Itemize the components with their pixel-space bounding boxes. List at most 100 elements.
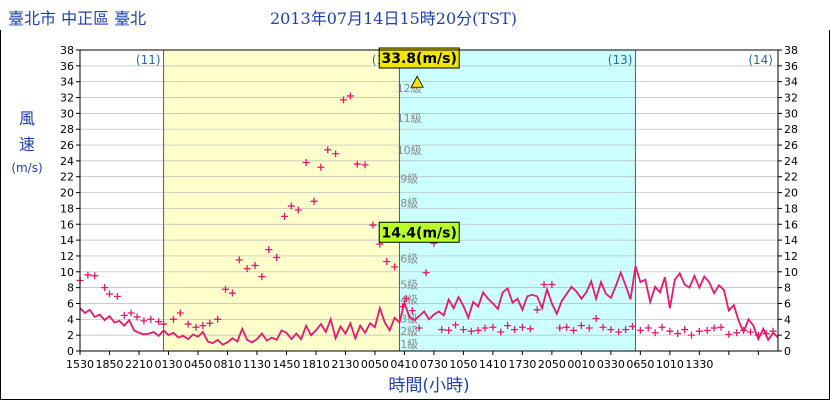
gust-point [243,265,251,273]
x-tick-label: 1730 [508,358,536,371]
gust-point [422,269,430,277]
y-axis-label: 速 [19,135,35,154]
day-zone [163,50,400,351]
y-tick-label-right: 14 [784,234,798,247]
gust-point [160,320,168,328]
beaufort-label: 2級 [400,325,418,338]
gust-point [120,311,128,319]
gust-point [526,325,534,333]
y-axis-label: 風 [19,109,35,128]
gust-point [452,321,460,329]
gust-point [369,221,377,229]
gust-point [540,280,548,288]
plot-border [79,49,779,352]
gust-point [265,246,273,254]
gust-point [383,257,391,265]
y-tick-label-right: 12 [784,250,798,263]
beaufort-label: 9級 [400,172,418,185]
gust-point [317,163,325,171]
gust-point [746,328,754,336]
gust-point [192,323,200,331]
gust-point [687,331,695,339]
beaufort-label: 5級 [400,278,418,291]
gust-point [615,328,623,336]
gust-point [438,326,446,334]
x-tick-label: 0010 [567,358,595,371]
beaufort-label: 1級 [400,338,418,351]
y-tick-label: 20 [60,187,74,200]
gust-point [556,324,564,332]
gust-point [324,146,332,154]
gust-point [214,315,222,323]
gust-point [228,289,236,297]
y-tick-label: 10 [60,266,74,279]
y-tick-label-right: 38 [784,44,798,57]
gust-point [740,326,748,334]
y-tick-label-right: 20 [784,187,798,200]
gust-point [636,326,644,334]
gust-point [391,263,399,271]
day-label: (13) [608,53,633,67]
gust-point [695,327,703,335]
gust-point [717,323,725,331]
y-tick-label-right: 8 [784,282,791,295]
x-tick-label: 2130 [331,358,359,371]
gust-point [91,272,99,280]
station-name: 臺北市 中正區 臺北 [8,9,147,28]
x-tick-label: 1410 [479,358,507,371]
gust-point [415,324,423,332]
gust-point [310,197,318,205]
y-tick-label-right: 34 [784,76,798,89]
beaufort-label: 10級 [397,144,422,157]
gust-point [481,324,489,332]
y-tick-label: 34 [60,76,74,89]
gust-point [703,326,711,334]
gust-point [339,96,347,104]
wind-speed-chart: 1級2級3級4級5級6級7級8級9級10級11級12級 (11)(12)(13)… [11,44,798,396]
gust-point [570,326,578,334]
y-tick-label-right: 32 [784,92,798,105]
gust-point [408,307,416,315]
callout-value: 33.8(m/s) [382,51,457,67]
gust-point [658,323,666,331]
gust-point [474,326,482,334]
gust-point [294,206,302,214]
x-tick-label: 0450 [184,358,212,371]
y-tick-label: 16 [60,218,74,231]
gust-point [467,327,475,335]
y-tick-label: 26 [60,139,74,152]
gust-point [155,318,163,326]
beaufort-label: 3級 [400,313,418,326]
annotations: (11)(12)(13)(14)33.8(m/s)14.4(m/s) [136,47,773,243]
gust-point [184,320,192,328]
gust-point [489,323,497,331]
y-tick-label-right: 30 [784,107,798,120]
beaufort-label: 11級 [397,112,422,125]
gust-point [101,284,109,292]
y-tick-label: 12 [60,250,74,263]
gust-point [629,322,637,330]
gust-point [754,331,762,339]
gust-point [206,319,214,327]
x-tick-label: 0730 [420,358,448,371]
x-axis-label: 時間(小時) [388,376,469,396]
gust-point [585,324,593,332]
y-tick-label: 24 [60,155,74,168]
y-tick-label: 28 [60,123,74,136]
y-tick-label-right: 0 [784,345,791,358]
gust-point [666,327,674,335]
gust-point [762,330,770,338]
y-tick-label-right: 28 [784,123,798,136]
gust-point [622,326,630,334]
gust-point [287,202,295,210]
y-tick-label-right: 24 [784,155,798,168]
x-tick-label: 1810 [302,358,330,371]
gust-point [280,212,288,220]
y-tick-label: 36 [60,60,74,73]
title-bar: 臺北市 中正區 臺北 2013年07月14日15時20分(TST) [0,0,830,30]
y-tick-label: 18 [60,202,74,215]
y-tick-label: 6 [67,297,74,310]
x-tick-label: 0650 [626,358,654,371]
gust-point [681,326,689,334]
gust-point [127,309,135,317]
